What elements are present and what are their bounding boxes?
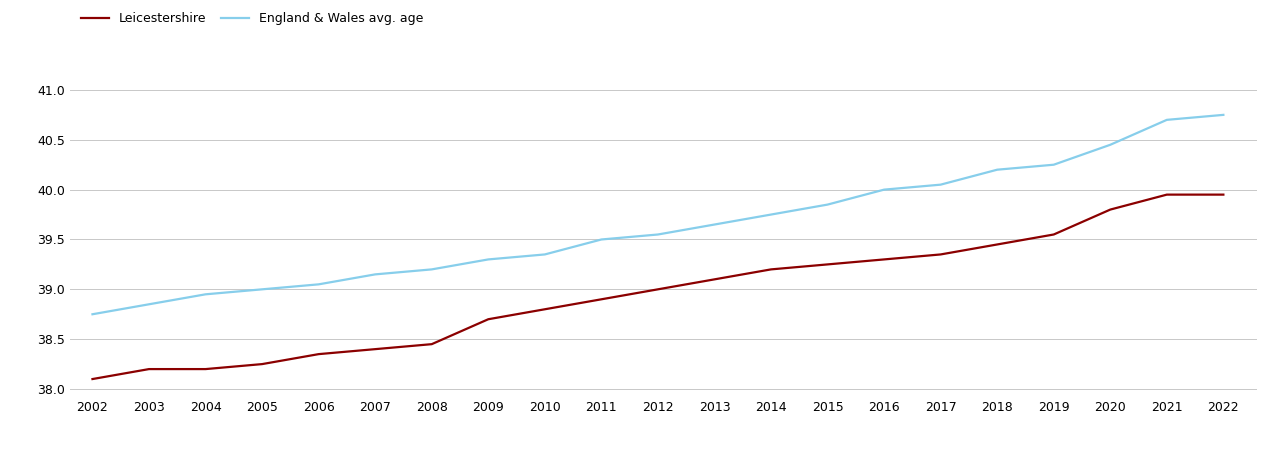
- Leicestershire: [424, 342, 439, 347]
- Line: Leicestershire: Leicestershire: [93, 194, 1223, 379]
- England & Wales avg. age: [367, 272, 382, 277]
- England & Wales avg. age: [820, 202, 836, 207]
- Leicestershire: [989, 242, 1005, 247]
- Leicestershire: [367, 346, 382, 352]
- England & Wales avg. age: [1160, 117, 1175, 122]
- England & Wales avg. age: [480, 256, 495, 262]
- Leicestershire: [763, 267, 779, 272]
- Leicestershire: [198, 366, 213, 372]
- England & Wales avg. age: [707, 222, 723, 227]
- England & Wales avg. age: [424, 267, 439, 272]
- Leicestershire: [1215, 192, 1231, 197]
- England & Wales avg. age: [989, 167, 1005, 172]
- Leicestershire: [85, 376, 100, 382]
- Legend: Leicestershire, England & Wales avg. age: Leicestershire, England & Wales avg. age: [76, 7, 428, 30]
- England & Wales avg. age: [254, 287, 269, 292]
- Leicestershire: [1102, 207, 1118, 212]
- Leicestershire: [141, 366, 156, 372]
- Leicestershire: [933, 252, 949, 257]
- Leicestershire: [707, 277, 723, 282]
- England & Wales avg. age: [198, 292, 213, 297]
- England & Wales avg. age: [594, 237, 610, 242]
- England & Wales avg. age: [876, 187, 892, 192]
- England & Wales avg. age: [933, 182, 949, 187]
- Leicestershire: [311, 351, 326, 357]
- Leicestershire: [876, 256, 892, 262]
- Leicestershire: [1160, 192, 1175, 197]
- Leicestershire: [254, 361, 269, 367]
- Leicestershire: [1046, 232, 1062, 237]
- England & Wales avg. age: [650, 232, 665, 237]
- England & Wales avg. age: [763, 212, 779, 217]
- Leicestershire: [594, 297, 610, 302]
- Leicestershire: [820, 262, 836, 267]
- England & Wales avg. age: [1102, 142, 1118, 148]
- England & Wales avg. age: [1215, 112, 1231, 117]
- Leicestershire: [537, 306, 552, 312]
- England & Wales avg. age: [311, 282, 326, 287]
- Leicestershire: [650, 287, 665, 292]
- Leicestershire: [480, 316, 495, 322]
- England & Wales avg. age: [1046, 162, 1062, 167]
- England & Wales avg. age: [141, 302, 156, 307]
- England & Wales avg. age: [537, 252, 552, 257]
- England & Wales avg. age: [85, 311, 100, 317]
- Line: England & Wales avg. age: England & Wales avg. age: [93, 115, 1223, 314]
